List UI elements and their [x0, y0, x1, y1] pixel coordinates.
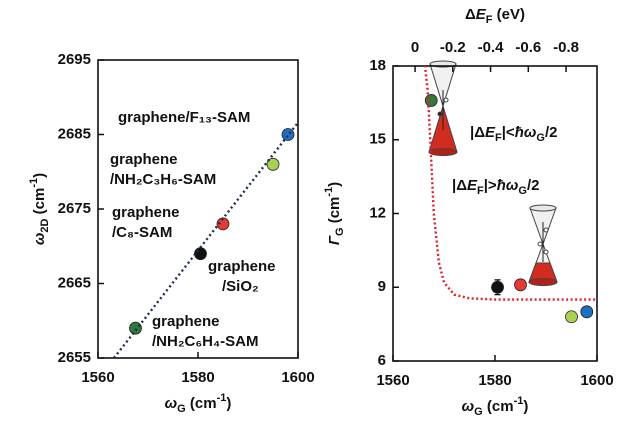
- y-tick-label: 2675: [58, 200, 91, 217]
- y-tick-label: 15: [369, 131, 386, 148]
- x2-tick-label: -0.4: [478, 39, 505, 56]
- annotation: graphene: [152, 313, 220, 330]
- y-tick-label: 9: [378, 278, 386, 295]
- text-part: (cm: [326, 197, 343, 228]
- text-part: |Δ: [452, 177, 467, 194]
- text-part: ): [226, 395, 231, 412]
- text-part: E: [485, 124, 496, 141]
- annotation: |ΔEF|<ħωG/2: [470, 124, 557, 144]
- data-point: [565, 310, 578, 324]
- text-part: ): [31, 173, 48, 178]
- y-tick-label: 6: [378, 352, 386, 369]
- x2-tick-label: -0.8: [553, 39, 579, 56]
- annotation: /SiO₂: [222, 278, 259, 295]
- text-part: |Δ: [470, 124, 485, 141]
- text-part: -1: [514, 395, 524, 407]
- data-point: [216, 217, 230, 231]
- annotation: /NH₂C₆H₄-SAM: [152, 333, 258, 350]
- data-point: [580, 305, 594, 319]
- text-part: |>: [484, 177, 497, 194]
- x-axis-label: ωG (cm-1): [462, 395, 529, 418]
- x-tick-label: 1560: [376, 372, 409, 389]
- x2-tick-label: -0.6: [515, 39, 541, 56]
- text-part: G: [177, 403, 186, 415]
- annotation: graphene: [208, 258, 276, 275]
- y-tick-label: 2665: [58, 274, 91, 291]
- x-tick-label: 1580: [478, 372, 511, 389]
- text-part: (eV): [493, 6, 526, 23]
- x-tick-label: 1580: [181, 369, 214, 386]
- text-part: ): [326, 182, 343, 187]
- fit-line: [402, 66, 597, 301]
- text-part: /2: [545, 124, 558, 141]
- text-part: Δ: [465, 6, 476, 23]
- text-part: G: [536, 132, 545, 144]
- text-part: (cm: [186, 395, 217, 412]
- y-tick-label: 18: [369, 57, 386, 74]
- text-part: ω: [462, 398, 475, 415]
- data-point: [266, 157, 280, 171]
- x-tick-label: 1600: [580, 372, 613, 389]
- text-part: F: [477, 185, 484, 197]
- data-point: [281, 128, 295, 141]
- text-part: E: [476, 6, 487, 23]
- annotation: |ΔEF|>ħωG/2: [452, 177, 539, 197]
- cone-icon: [428, 60, 458, 156]
- cone-icon: [528, 204, 558, 286]
- annotation: graphene/F₁₃-SAM: [118, 109, 250, 126]
- text-part: E: [467, 177, 478, 194]
- y-axis-label: ΓG (cm-1): [323, 182, 346, 245]
- text-part: |<: [502, 124, 515, 141]
- y-axis-label: ω2D (cm-1): [28, 173, 51, 245]
- text-part: -1: [28, 178, 40, 188]
- text-part: /2: [527, 177, 540, 194]
- y-tick-label: 12: [369, 204, 386, 221]
- text-part: G: [474, 406, 483, 418]
- text-part: G: [518, 185, 527, 197]
- data-point: [514, 278, 527, 292]
- text-part: ω: [31, 232, 48, 245]
- x-tick-label: 1600: [281, 369, 314, 386]
- text-part: F: [486, 14, 493, 26]
- data-point: [194, 247, 207, 261]
- text-part: -1: [217, 392, 227, 404]
- annotation: /C₈-SAM: [112, 224, 172, 241]
- text-part: (cm: [31, 188, 48, 219]
- annotation: graphene: [110, 151, 178, 168]
- annotation: graphene: [112, 204, 180, 221]
- text-part: ): [523, 398, 528, 415]
- data-point: [129, 321, 142, 335]
- data-point: [491, 280, 504, 294]
- y-tick-label: 2685: [58, 125, 91, 142]
- text-part: -1: [323, 187, 335, 197]
- text-part: ħω: [497, 177, 519, 194]
- text-part: 2D: [39, 218, 51, 232]
- y-tick-label: 2655: [58, 349, 91, 366]
- x2-tick-label: 0: [411, 39, 419, 56]
- x2-tick-label: -0.2: [440, 39, 466, 56]
- data-point: [424, 94, 438, 107]
- text-part: ħω: [515, 124, 537, 141]
- text-part: (cm: [483, 398, 514, 415]
- x2-axis-label: ΔEF (eV): [465, 6, 525, 26]
- text-part: G: [334, 227, 346, 236]
- y-tick-label: 2695: [58, 51, 91, 68]
- text-part: F: [495, 132, 502, 144]
- annotation: /NH₂C₃H₆-SAM: [110, 171, 216, 188]
- text-part: ω: [165, 395, 178, 412]
- x-tick-label: 1560: [81, 369, 114, 386]
- x-axis-label: ωG (cm-1): [165, 392, 232, 415]
- text-part: Γ: [326, 235, 343, 245]
